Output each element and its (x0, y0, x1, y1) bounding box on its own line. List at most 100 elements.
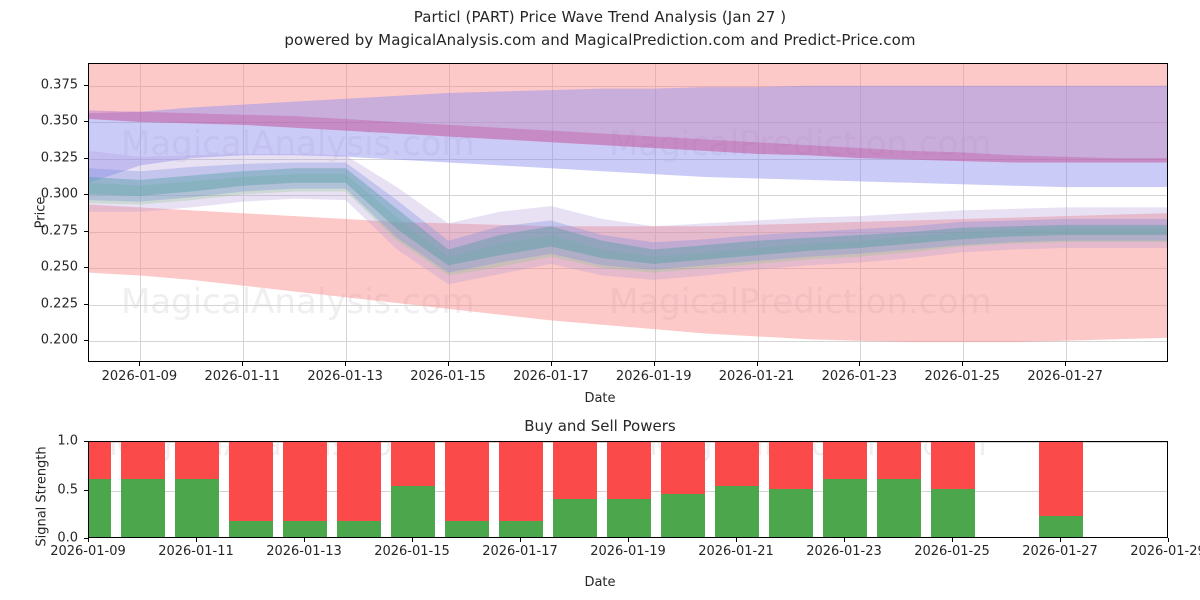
price-gridline-h (89, 268, 1167, 270)
price-x-tick-label: 2026-01-27 (1027, 369, 1103, 384)
signal-bar[interactable] (336, 442, 382, 537)
price-x-tick-label: 2026-01-19 (615, 369, 692, 384)
signal-x-tick-mark (520, 538, 521, 542)
signal-y-axis-label: Signal Strength (34, 446, 50, 547)
price-gridline-v (551, 64, 553, 361)
signal-bar[interactable] (120, 442, 166, 537)
price-y-tick-label: 0.375 (40, 77, 78, 93)
signal-x-tick-mark (1060, 538, 1061, 542)
price-y-tick-mark (84, 267, 88, 269)
sell-power-segment (606, 442, 652, 500)
price-y-tick-mark (84, 340, 88, 342)
signal-y-tick-label: 0.0 (57, 530, 78, 546)
signal-bar[interactable] (228, 442, 274, 537)
buy-power-segment (876, 478, 922, 537)
price-x-tick-label: 2026-01-09 (101, 369, 178, 384)
buy-power-segment (174, 478, 220, 537)
signal-bar[interactable] (1038, 442, 1084, 537)
price-y-tick-label: 0.275 (40, 223, 78, 239)
signal-chart-axes: MagicalAnalysis.com MagicalPrediction.co… (88, 441, 1168, 538)
sell-power-segment (444, 442, 490, 522)
signal-x-tick-label: 2026-01-23 (806, 544, 882, 559)
price-wave-bands (89, 64, 1167, 343)
sell-power-segment (89, 442, 112, 479)
signal-x-tick-mark (844, 538, 845, 542)
price-y-tick-label: 0.250 (40, 259, 78, 275)
signal-bar[interactable] (282, 442, 328, 537)
signal-bar[interactable] (768, 442, 814, 537)
band-outer-red-lower-band (89, 204, 1167, 343)
price-x-tick-label: 2026-01-11 (204, 369, 281, 384)
price-gridline-v (654, 64, 656, 361)
signal-bar[interactable] (876, 442, 922, 537)
price-x-tick-label: 2026-01-21 (718, 369, 795, 384)
price-chart-axes: MagicalAnalysis.com MagicalPrediction.co… (88, 63, 1168, 362)
buy-power-segment (336, 521, 382, 537)
price-x-tick-mark (550, 362, 552, 366)
buy-power-segment (552, 499, 598, 537)
signal-x-tick-label: 2026-01-09 (50, 544, 126, 559)
signal-x-tick-label: 2026-01-15 (374, 544, 450, 559)
signal-x-tick-mark (304, 538, 305, 542)
price-x-tick-mark (1065, 362, 1067, 366)
sell-power-segment (174, 442, 220, 479)
price-x-tick-mark (653, 362, 655, 366)
signal-bar[interactable] (174, 442, 220, 537)
price-gridline-v (757, 64, 759, 361)
signal-bar[interactable] (390, 442, 436, 537)
signal-y-tick-label: 1.0 (57, 433, 78, 449)
signal-x-tick-label: 2026-01-17 (482, 544, 558, 559)
price-x-tick-mark (756, 362, 758, 366)
price-gridline-h (89, 195, 1167, 197)
sell-power-segment (1038, 442, 1084, 516)
price-gridline-v (140, 64, 142, 361)
price-x-tick-mark (242, 362, 244, 366)
buy-power-segment (1038, 515, 1084, 537)
price-y-tick-mark (84, 230, 88, 232)
signal-bar[interactable] (498, 442, 544, 537)
signal-x-tick-mark (1168, 538, 1169, 542)
price-y-tick-label: 0.200 (40, 332, 78, 348)
sell-power-segment (552, 442, 598, 500)
buy-power-segment (822, 478, 868, 537)
signal-bar[interactable] (552, 442, 598, 537)
price-gridline-h (89, 341, 1167, 343)
price-y-axis-label: Price (33, 196, 49, 229)
signal-bar[interactable] (606, 442, 652, 537)
signal-y-tick-label: 0.5 (57, 482, 78, 497)
price-y-tick-mark (84, 194, 88, 196)
price-gridline-v (1066, 64, 1068, 361)
band-outer-red-upper-band (89, 64, 1167, 159)
price-gridline-h (89, 158, 1167, 160)
buy-power-segment (444, 521, 490, 537)
band-wave-bundle-green (89, 174, 1167, 276)
signal-x-tick-label: 2026-01-11 (158, 544, 234, 559)
signal-panel-title: Buy and Sell Powers (524, 417, 676, 435)
sell-power-segment (390, 442, 436, 486)
price-x-tick-mark (139, 362, 141, 366)
price-y-tick-mark (84, 84, 88, 86)
buy-power-segment (228, 521, 274, 537)
signal-x-tick-label: 2026-01-25 (914, 544, 990, 559)
signal-bar[interactable] (660, 442, 706, 537)
price-gridline-v (963, 64, 965, 361)
band-wave-bundle-teal (89, 168, 1167, 266)
price-x-tick-mark (345, 362, 347, 366)
price-x-tick-label: 2026-01-25 (924, 369, 1001, 384)
price-y-tick-label: 0.325 (40, 150, 78, 166)
price-x-tick-mark (859, 362, 861, 366)
signal-bar[interactable] (89, 442, 112, 537)
price-y-tick-label: 0.350 (40, 113, 78, 129)
signal-x-tick-mark (628, 538, 629, 542)
signal-bar[interactable] (930, 442, 976, 537)
price-y-tick-mark (84, 121, 88, 123)
signal-bar[interactable] (822, 442, 868, 537)
sell-power-segment (822, 442, 868, 479)
signal-x-tick-mark (88, 538, 89, 542)
buy-power-segment (930, 488, 976, 537)
signal-bar[interactable] (444, 442, 490, 537)
signal-bar[interactable] (714, 442, 760, 537)
signal-x-tick-label: 2026-01-13 (266, 544, 342, 559)
sell-power-segment (714, 442, 760, 486)
sell-power-segment (876, 442, 922, 479)
